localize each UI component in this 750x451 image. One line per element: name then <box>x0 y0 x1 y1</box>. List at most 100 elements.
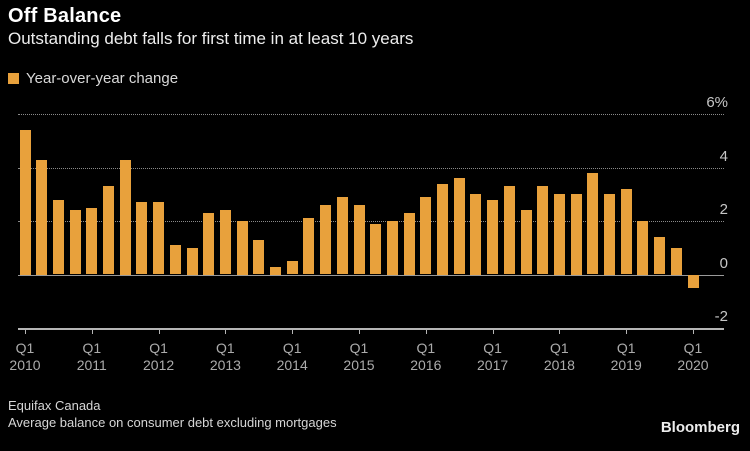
x-axis-tick-quarter: Q1 <box>616 340 636 356</box>
bar <box>203 213 215 275</box>
y-axis-tick-label: -2 <box>714 308 728 325</box>
x-axis-tick-label: Q1 2015 <box>336 340 382 374</box>
bar <box>403 213 415 275</box>
x-axis-tick-label: Q1 2013 <box>202 340 248 374</box>
x-axis-tick-label: Q1 2017 <box>470 340 516 374</box>
gridline <box>18 167 724 169</box>
x-axis-tick <box>91 328 93 334</box>
bar <box>153 202 165 275</box>
bar <box>386 221 398 275</box>
x-axis-tick-label: Q1 2019 <box>603 340 649 374</box>
bar <box>52 199 64 275</box>
chart-subtitle: Outstanding debt falls for first time in… <box>8 29 414 48</box>
x-axis-tick-quarter: Q1 <box>550 340 569 356</box>
x-axis-tick-year: 2017 <box>477 357 509 373</box>
bar <box>687 274 699 288</box>
bar <box>553 194 565 275</box>
x-axis-tick <box>425 328 427 334</box>
x-axis-tick-quarter: Q1 <box>216 340 235 356</box>
x-axis-tick-year: 2016 <box>410 357 442 373</box>
bar <box>453 178 465 275</box>
x-axis-tick-label: Q1 2020 <box>670 340 716 374</box>
bar <box>503 186 515 275</box>
bar <box>69 210 81 275</box>
bar <box>169 245 181 275</box>
x-axis-tick-label: Q1 2010 <box>2 340 48 374</box>
bar <box>537 186 549 275</box>
bar <box>370 223 382 275</box>
source-note: Average balance on consumer debt excludi… <box>8 415 337 430</box>
x-axis-tick-quarter: Q1 <box>282 340 302 356</box>
bar <box>219 210 231 275</box>
bar <box>353 204 365 275</box>
bar <box>654 237 666 275</box>
gridline <box>18 221 724 222</box>
bar <box>420 196 432 275</box>
bar <box>620 188 632 275</box>
x-axis-tick <box>225 328 227 334</box>
bar <box>36 159 48 275</box>
bar <box>236 221 248 275</box>
x-axis-tick-quarter: Q1 <box>483 340 502 356</box>
bar <box>587 172 599 275</box>
x-axis-tick <box>25 328 26 334</box>
x-axis-tick <box>626 328 628 334</box>
legend-swatch-icon <box>8 73 19 84</box>
x-axis-tick-year: 2011 <box>76 357 107 373</box>
bar <box>320 204 332 275</box>
bar <box>103 186 114 275</box>
bar <box>437 183 448 275</box>
bar <box>570 194 582 275</box>
bar <box>470 194 482 275</box>
x-axis-tick-year: 2014 <box>276 357 308 373</box>
bar <box>336 196 348 275</box>
x-axis-tick-year: 2013 <box>209 357 241 373</box>
x-axis-tick-quarter: Q1 <box>82 340 102 356</box>
bar <box>19 130 31 275</box>
bar <box>186 247 198 275</box>
bar <box>670 247 682 275</box>
x-axis-tick <box>158 328 160 334</box>
zero-gridline <box>18 274 724 276</box>
x-axis-tick <box>359 328 360 334</box>
x-axis-tick-label: Q1 2018 <box>536 340 582 374</box>
bar <box>86 207 98 275</box>
x-axis-tick-label: Q1 2012 <box>136 340 182 374</box>
x-axis-tick-quarter: Q1 <box>683 340 703 356</box>
x-axis-tick-year: 2020 <box>677 357 709 373</box>
x-axis-tick-quarter: Q1 <box>349 340 369 356</box>
bar <box>520 210 532 275</box>
legend-label: Year-over-year change <box>26 70 179 87</box>
bloomberg-logo: Bloomberg <box>660 419 740 436</box>
x-axis-tick-label: Q1 2016 <box>403 340 449 374</box>
bar <box>637 221 649 275</box>
y-axis-tick-label: 6% <box>706 94 728 111</box>
x-axis-tick <box>292 328 294 334</box>
bar <box>604 194 615 275</box>
x-axis-tick-year: 2019 <box>610 357 642 373</box>
source-text: Equifax Canada <box>8 398 101 413</box>
x-axis-tick-year: 2018 <box>543 357 575 373</box>
bar <box>119 159 131 275</box>
y-axis-tick-label: 2 <box>719 201 728 218</box>
gridline <box>18 114 724 115</box>
x-axis-tick-quarter: Q1 <box>15 340 35 356</box>
x-axis-tick <box>492 328 494 334</box>
x-axis-tick <box>693 328 694 334</box>
bar <box>487 199 499 275</box>
x-axis-tick-year: 2012 <box>143 357 175 373</box>
bar <box>270 266 281 275</box>
x-axis-tick-label: Q1 2014 <box>269 340 315 374</box>
y-axis-tick-label: 4 <box>719 147 728 165</box>
x-axis-tick-quarter: Q1 <box>416 340 436 356</box>
x-axis-tick-year: 2010 <box>9 357 41 373</box>
bar <box>303 218 315 275</box>
x-axis-tick-quarter: Q1 <box>149 340 168 356</box>
legend: Year-over-year change <box>8 70 178 87</box>
y-axis-tick-label: 0 <box>719 254 728 272</box>
x-axis-tick <box>559 328 561 334</box>
x-axis-tick-year: 2015 <box>343 357 375 373</box>
x-axis-tick-label: Q1 2011 <box>69 340 115 374</box>
